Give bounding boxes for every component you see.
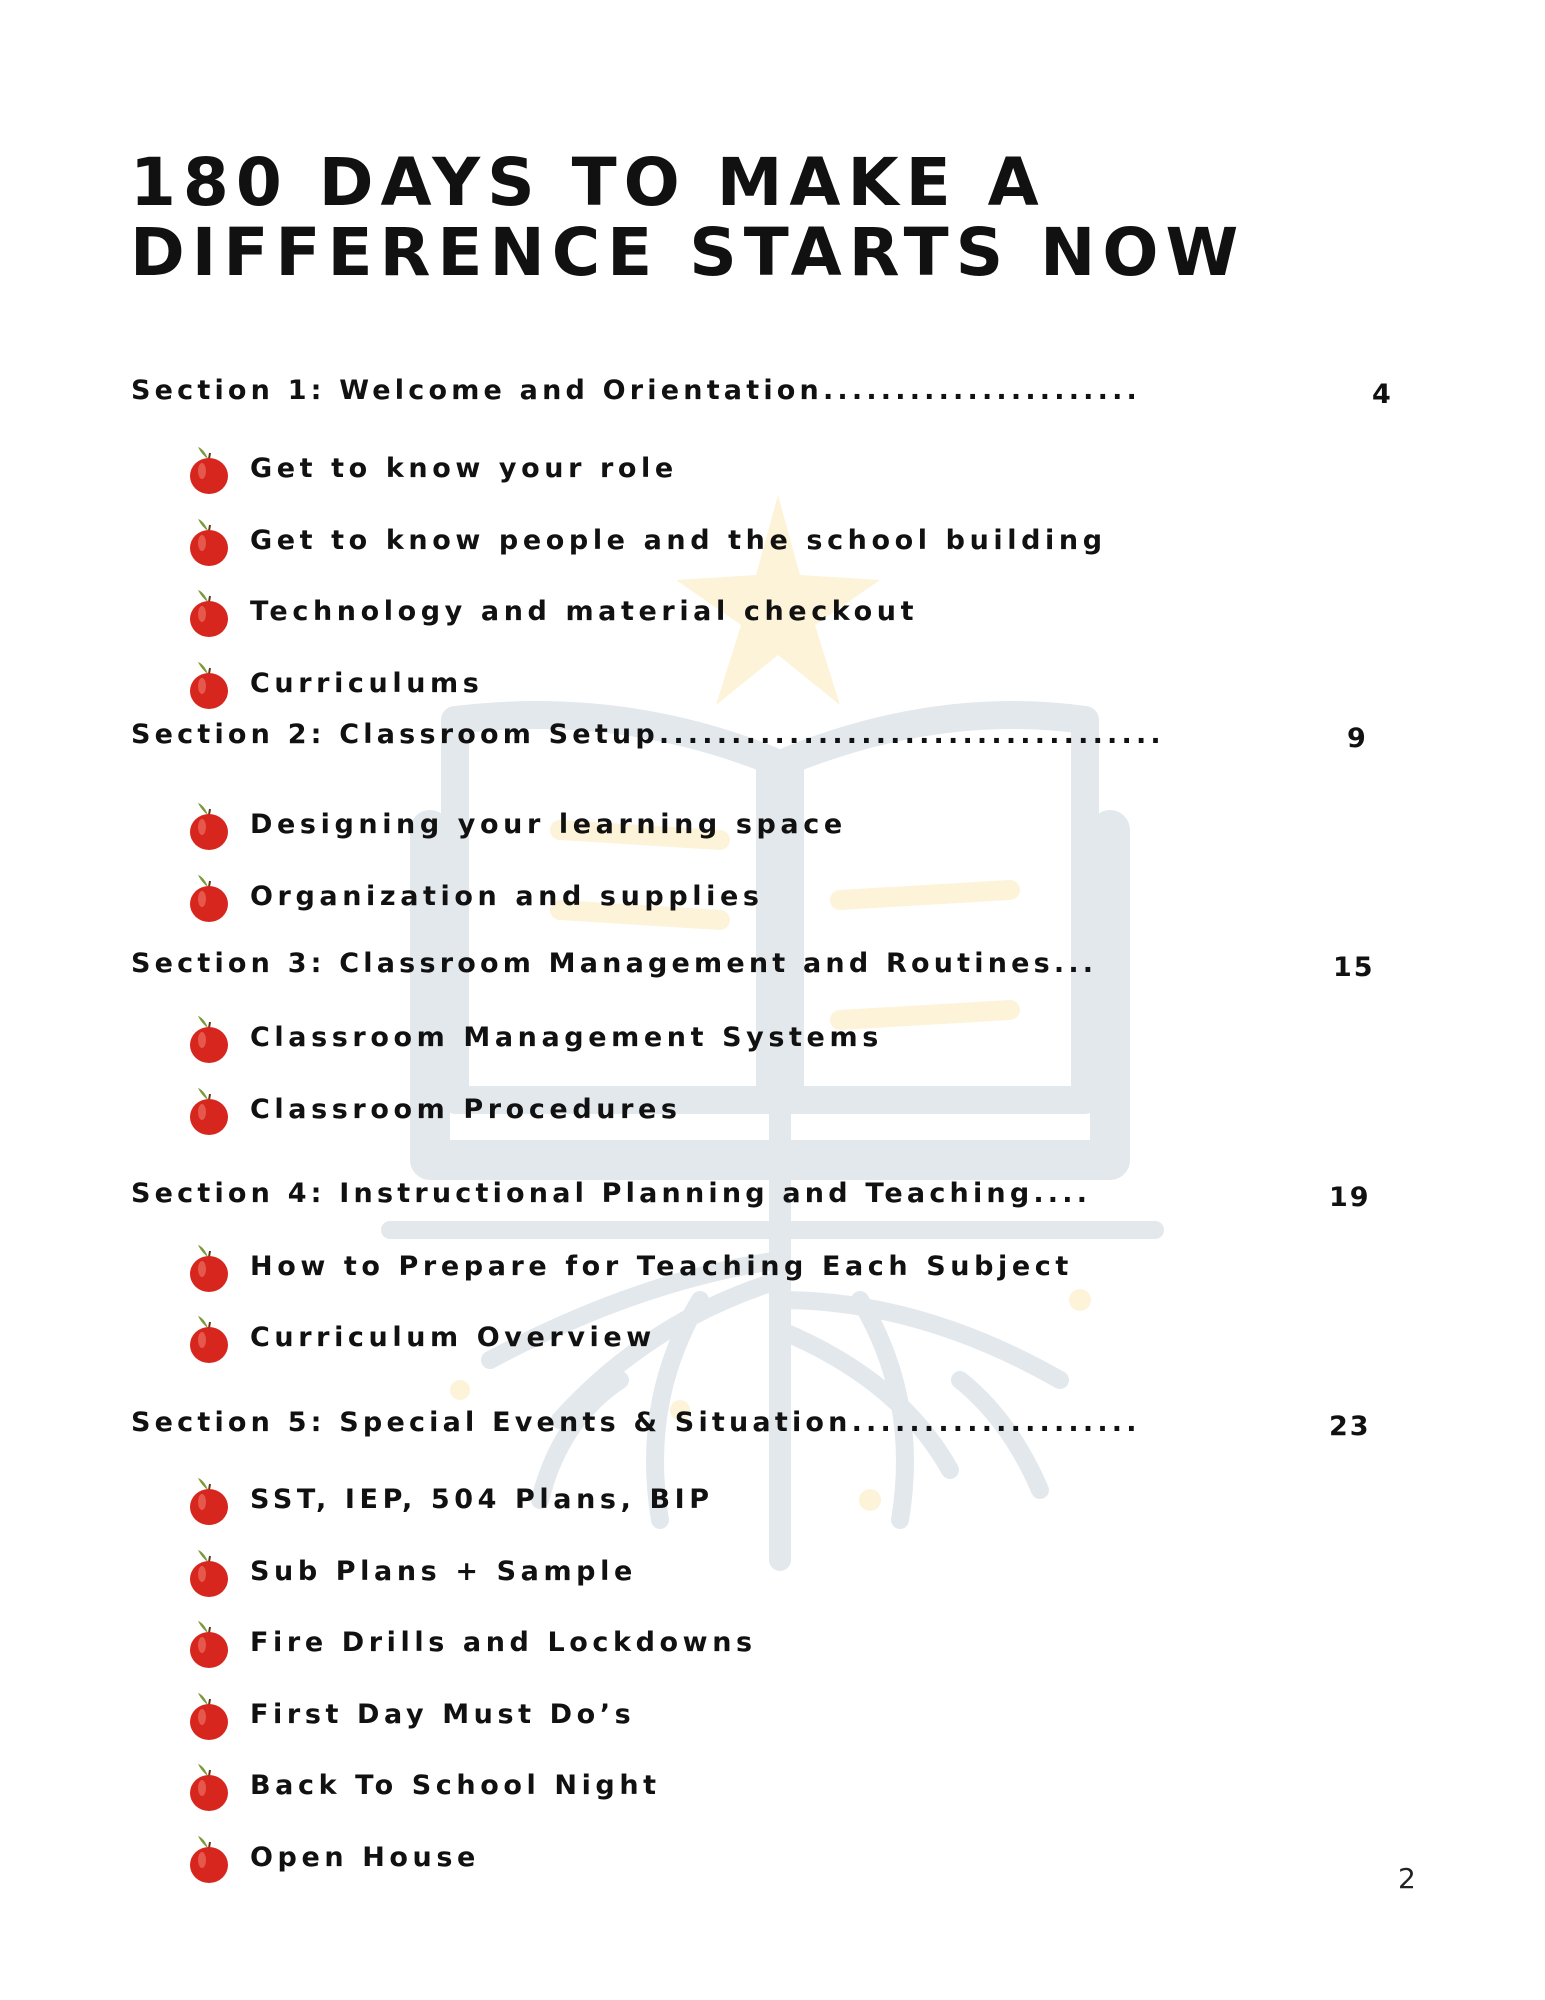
toc-item[interactable]: SST, IEP, 504 Plans, BIP (0, 1478, 1545, 1525)
toc-item-label: First Day Must Do’s (250, 1699, 636, 1730)
toc-item-label: Get to know people and the school buildi… (250, 525, 1107, 556)
toc-item[interactable]: Get to know your role (0, 447, 1545, 494)
toc-item-label: Curriculums (250, 668, 484, 699)
section-page-number: 19 (1329, 1182, 1371, 1213)
toc-section-2[interactable]: Section 2: Classroom Setup..............… (0, 715, 1545, 755)
section-page-number: 23 (1329, 1411, 1371, 1442)
toc-section-4[interactable]: Section 4: Instructional Planning and Te… (0, 1174, 1545, 1214)
toc-item[interactable]: Fire Drills and Lockdowns (0, 1621, 1545, 1668)
toc-item[interactable]: Technology and material checkout (0, 590, 1545, 637)
section-page-number: 9 (1347, 723, 1368, 754)
toc-item-label: How to Prepare for Teaching Each Subject (250, 1251, 1073, 1282)
toc-item-label: Get to know your role (250, 453, 678, 484)
apple-icon (186, 1014, 232, 1064)
toc-item[interactable]: Back To School Night (0, 1764, 1545, 1811)
apple-icon (186, 660, 232, 710)
apple-icon (186, 445, 232, 495)
toc-item[interactable]: Curriculums (0, 662, 1545, 709)
apple-icon (186, 1086, 232, 1136)
title-line-1: 180 DAYS TO MAKE A (130, 144, 1046, 221)
apple-icon (186, 1476, 232, 1526)
toc-section-1[interactable]: Section 1: Welcome and Orientation......… (0, 371, 1545, 411)
section-title: Section 5: Special Events & Situation...… (131, 1407, 1141, 1438)
apple-icon (186, 801, 232, 851)
toc-item[interactable]: Get to know people and the school buildi… (0, 519, 1545, 566)
toc-item[interactable]: Sub Plans + Sample (0, 1550, 1545, 1597)
apple-icon (186, 517, 232, 567)
toc-item[interactable]: Classroom Procedures (0, 1088, 1545, 1135)
section-page-number: 15 (1333, 952, 1375, 983)
apple-icon (186, 1243, 232, 1293)
apple-icon (186, 1834, 232, 1884)
toc-section-3[interactable]: Section 3: Classroom Management and Rout… (0, 944, 1545, 984)
apple-icon (186, 873, 232, 923)
apple-icon (186, 1691, 232, 1741)
toc-item[interactable]: Open House (0, 1836, 1545, 1883)
section-title: Section 4: Instructional Planning and Te… (131, 1178, 1092, 1209)
toc-item-label: SST, IEP, 504 Plans, BIP (250, 1484, 714, 1515)
toc-item[interactable]: Curriculum Overview (0, 1316, 1545, 1363)
toc-item-label: Curriculum Overview (250, 1322, 656, 1353)
toc-item[interactable]: First Day Must Do’s (0, 1693, 1545, 1740)
toc-item-label: Designing your learning space (250, 809, 847, 840)
page-number: 2 (1398, 1862, 1416, 1895)
toc-item[interactable]: How to Prepare for Teaching Each Subject (0, 1245, 1545, 1292)
section-page-number: 4 (1372, 379, 1393, 410)
section-title: Section 2: Classroom Setup..............… (131, 719, 1165, 750)
toc-item[interactable]: Classroom Management Systems (0, 1016, 1545, 1063)
section-title: Section 3: Classroom Management and Rout… (131, 948, 1098, 979)
toc-section-5[interactable]: Section 5: Special Events & Situation...… (0, 1403, 1545, 1443)
toc-item-label: Open House (250, 1842, 480, 1873)
toc-item-label: Organization and supplies (250, 881, 764, 912)
apple-icon (186, 588, 232, 638)
apple-icon (186, 1548, 232, 1598)
toc-item-label: Classroom Management Systems (250, 1022, 883, 1053)
toc-item-label: Fire Drills and Lockdowns (250, 1627, 757, 1658)
toc-item[interactable]: Designing your learning space (0, 803, 1545, 850)
page-title: 180 DAYS TO MAKE A DIFFERENCE STARTS NOW (130, 148, 1245, 288)
apple-icon (186, 1619, 232, 1669)
toc-item[interactable]: Organization and supplies (0, 875, 1545, 922)
toc-item-label: Classroom Procedures (250, 1094, 682, 1125)
apple-icon (186, 1314, 232, 1364)
section-title: Section 1: Welcome and Orientation......… (131, 375, 1141, 406)
apple-icon (186, 1762, 232, 1812)
toc-item-label: Back To School Night (250, 1770, 661, 1801)
title-line-2: DIFFERENCE STARTS NOW (130, 214, 1246, 291)
toc-item-label: Sub Plans + Sample (250, 1556, 637, 1587)
toc-item-label: Technology and material checkout (250, 596, 919, 627)
